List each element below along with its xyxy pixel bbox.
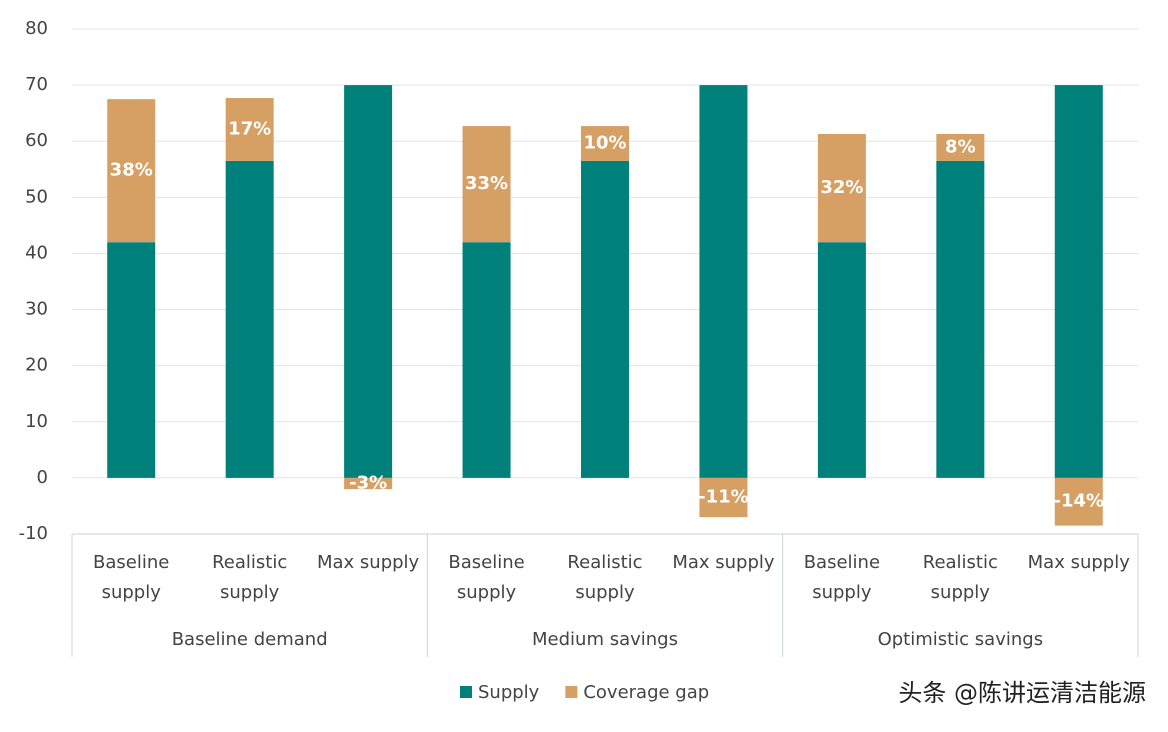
x-tick-label: Baseline supply bbox=[448, 552, 525, 603]
y-tick-label: 10 bbox=[25, 411, 48, 432]
data-label: -14% bbox=[1053, 491, 1104, 512]
y-tick-label: 80 bbox=[25, 18, 48, 39]
x-tick-label: Max supply bbox=[672, 552, 775, 573]
x-tick-label: Max supply bbox=[1027, 552, 1130, 573]
data-label: 17% bbox=[228, 118, 271, 139]
legend-label: Coverage gap bbox=[583, 682, 709, 703]
legend-label: Supply bbox=[478, 682, 540, 703]
bar-segment bbox=[462, 242, 511, 478]
x-tick-label: Baseline supply bbox=[803, 552, 881, 603]
y-tick-label: 0 bbox=[37, 467, 48, 488]
bar-segment bbox=[699, 85, 748, 478]
x-tick-label: Realistic supply bbox=[567, 552, 643, 603]
data-label: 32% bbox=[820, 177, 863, 198]
legend-swatch bbox=[460, 686, 472, 698]
x-tick-label: Realistic supply bbox=[922, 552, 998, 603]
bar-segment bbox=[225, 160, 274, 478]
group-label: Medium savings bbox=[532, 629, 678, 650]
x-tick-label: Realistic supply bbox=[212, 552, 288, 603]
watermark: 头条 @陈讲运清洁能源 bbox=[898, 679, 1146, 707]
y-tick-label: 60 bbox=[25, 130, 48, 151]
bar-segment bbox=[699, 477, 748, 518]
bar-segment bbox=[581, 160, 629, 478]
bar-segment bbox=[817, 133, 866, 243]
bar-segment bbox=[107, 242, 156, 478]
bar-segment bbox=[817, 242, 866, 478]
y-tick-label: 40 bbox=[25, 242, 48, 263]
y-tick-label: 50 bbox=[25, 186, 48, 207]
bar-segment bbox=[107, 99, 156, 243]
x-tick-label: Baseline supply bbox=[93, 552, 170, 603]
y-tick-label: 30 bbox=[25, 299, 48, 320]
bar-segment bbox=[1054, 85, 1103, 478]
y-tick-label: -10 bbox=[19, 523, 48, 544]
legend-swatch bbox=[565, 686, 578, 698]
bar-segment bbox=[462, 126, 511, 243]
bar-segment bbox=[936, 160, 985, 478]
bar-segment bbox=[225, 98, 274, 161]
data-label: -11% bbox=[698, 487, 749, 508]
data-label: 33% bbox=[465, 173, 508, 194]
bar-segment bbox=[581, 126, 629, 161]
data-label: 10% bbox=[583, 132, 626, 153]
bar-segment bbox=[1054, 477, 1103, 526]
y-tick-label: 70 bbox=[25, 74, 48, 95]
y-tick-label: 20 bbox=[25, 355, 48, 376]
data-label: 8% bbox=[945, 136, 976, 157]
bar-segment bbox=[344, 85, 393, 478]
bar-segment bbox=[936, 133, 985, 161]
group-label: Optimistic savings bbox=[877, 629, 1044, 650]
data-label: -3% bbox=[349, 473, 387, 494]
x-tick-label: Max supply bbox=[316, 552, 420, 573]
bar-segment bbox=[344, 477, 393, 490]
group-label: Baseline demand bbox=[171, 629, 328, 650]
data-label: 38% bbox=[110, 160, 153, 181]
